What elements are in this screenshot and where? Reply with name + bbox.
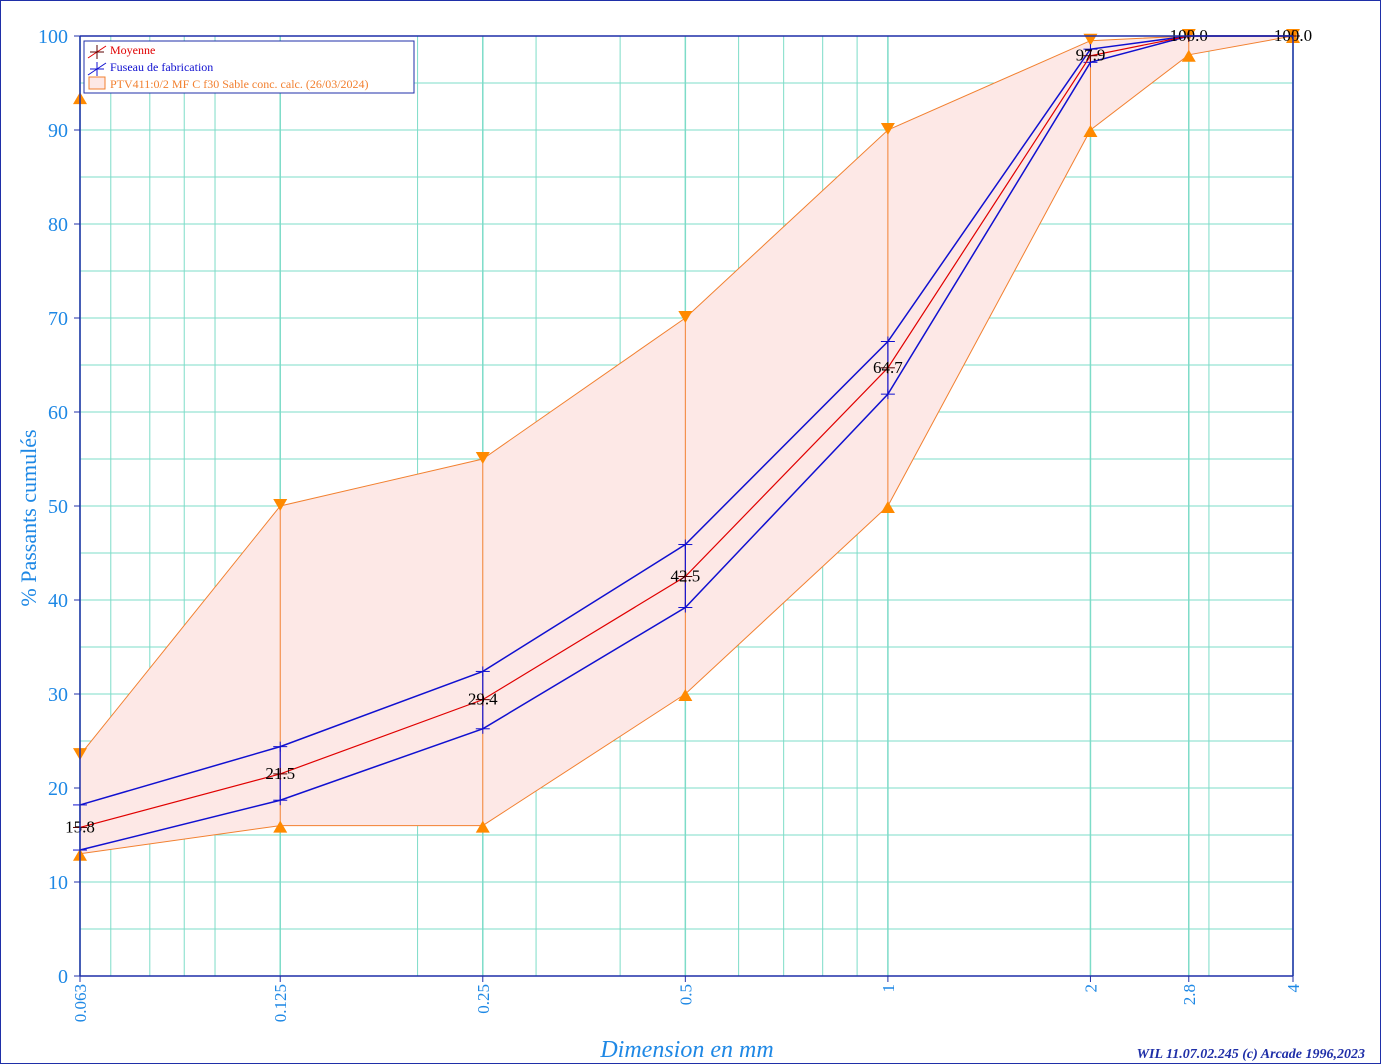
legend-entry: Moyenne [87, 43, 155, 59]
spec-lower-marker [273, 820, 288, 833]
legend-swatch-fill [88, 76, 106, 90]
x-tick-label: 1 [879, 984, 898, 993]
y-axis-title: % Passants cumulés [16, 429, 41, 606]
mean-value-label: 42.5 [670, 567, 700, 586]
spec-lower-marker [1181, 49, 1196, 62]
legend-entry: PTV411:0/2 MF C f30 Sable conc. calc. (2… [88, 76, 369, 91]
specification-band [73, 29, 1300, 861]
legend-label: Fuseau de fabrication [110, 60, 213, 74]
spec-band-fill [80, 36, 1293, 854]
spec-lower-marker [880, 501, 895, 513]
y-tick-label: 10 [48, 872, 68, 894]
spec-upper-marker [475, 452, 490, 464]
x-tick-label: 2.8 [1180, 984, 1199, 1005]
y-tick-label: 20 [48, 778, 68, 800]
mean-value-label: 64.7 [873, 358, 903, 377]
spec-upper-marker [678, 311, 693, 323]
spec-lower-marker [678, 689, 693, 701]
spec-lower-marker [1083, 125, 1098, 137]
x-tick-label: 0.063 [71, 984, 90, 1022]
spec-upper-marker [880, 123, 895, 135]
x-tick-label: 4 [1284, 984, 1303, 993]
legend-label: Moyenne [110, 43, 155, 57]
legend-label: PTV411:0/2 MF C f30 Sable conc. calc. (2… [110, 77, 369, 91]
y-tick-label: 30 [48, 684, 68, 706]
x-tick-label: 0.25 [474, 984, 493, 1014]
mean-value-label: 21.5 [265, 764, 295, 783]
spec-upper-line [79, 35, 1293, 756]
legend-entry: Fuseau de fabrication [87, 60, 213, 76]
fuseau-lower-line [79, 35, 1293, 851]
spec-lower-marker [475, 820, 490, 833]
mean-line [79, 35, 1293, 829]
x-tick-label: 2 [1081, 984, 1100, 993]
y-tick-label: 70 [48, 308, 68, 330]
mean-value-label: 97.9 [1076, 46, 1106, 65]
x-axis-title: Dimension en mm [599, 1037, 773, 1063]
spec-upper-marker [273, 499, 288, 511]
y-tick-label: 40 [48, 590, 68, 612]
legend: Moyenne Fuseau de fabrication PTV411:0/2 M… [83, 40, 415, 94]
axes: 0 10 20 30 40 50 60 70 80 90 100 0.063 0.125 0.25 0.5 1… [38, 26, 1303, 1022]
y-tick-label: 0 [58, 966, 68, 988]
x-tick-label: 0.5 [676, 984, 695, 1005]
y-tick-label: 50 [48, 496, 68, 518]
y-tick-label: 80 [48, 214, 68, 236]
fuseau-upper-line [79, 35, 1293, 806]
spec-lower-line [79, 35, 1294, 855]
y-tick-label: 60 [48, 402, 68, 424]
y-tick-label: 100 [38, 26, 68, 48]
y-tick-label: 90 [48, 120, 68, 142]
legend-box [83, 40, 415, 94]
software-credit: WIL 11.07.02.245 (c) Arcade 1996,2023 [1137, 1047, 1365, 1062]
mean-value-label: 29.4 [468, 690, 498, 709]
x-tick-label: 0.125 [271, 984, 290, 1022]
